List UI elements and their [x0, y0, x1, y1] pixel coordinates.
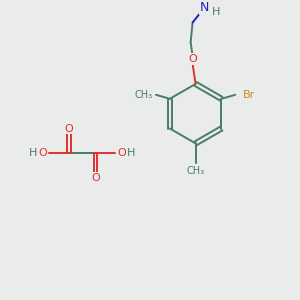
- Text: H: H: [212, 7, 220, 16]
- Text: H: H: [29, 148, 37, 158]
- Text: O: O: [188, 54, 197, 64]
- Text: O: O: [117, 148, 126, 158]
- Text: O: O: [64, 124, 73, 134]
- Text: Br: Br: [243, 90, 255, 100]
- Text: O: O: [39, 148, 47, 158]
- Text: CH₃: CH₃: [134, 90, 152, 100]
- Text: CH₃: CH₃: [187, 166, 205, 176]
- Text: O: O: [91, 173, 100, 183]
- Text: H: H: [127, 148, 135, 158]
- Text: N: N: [200, 1, 209, 14]
